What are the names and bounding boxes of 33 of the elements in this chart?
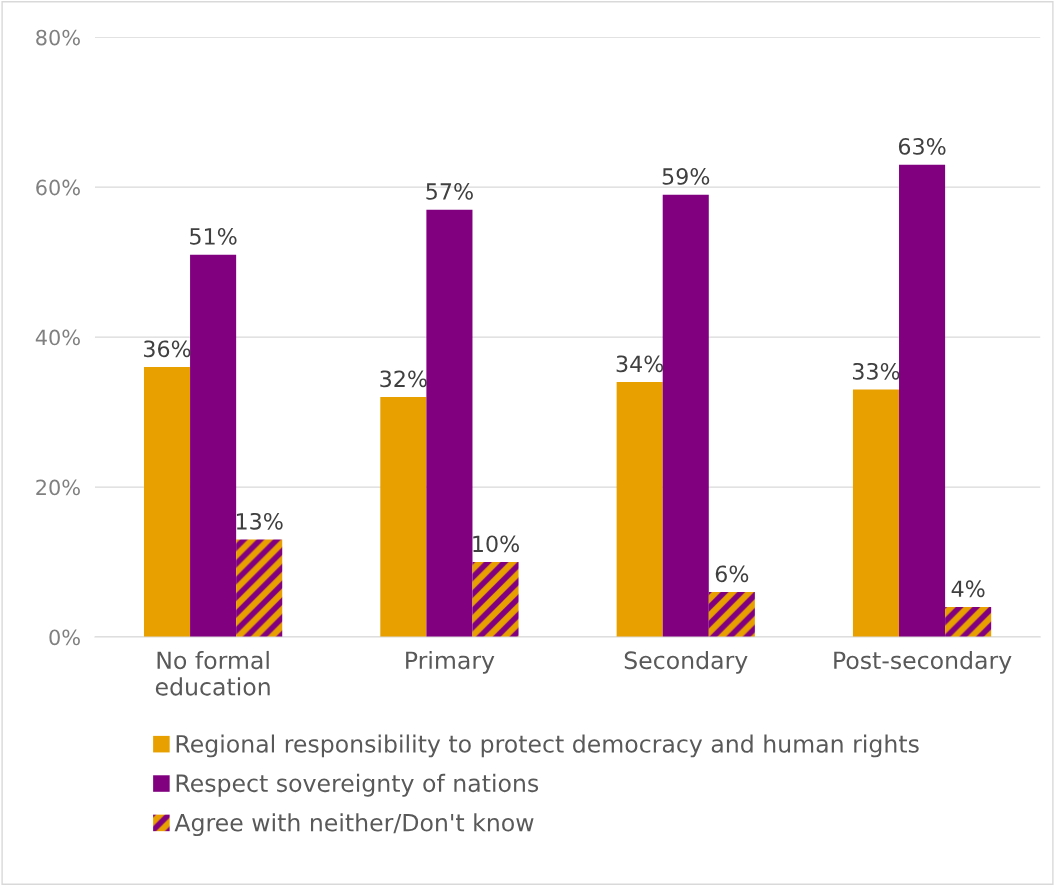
- data-label: 10%: [473, 535, 519, 553]
- bar: [945, 607, 992, 638]
- legend-label: Agree with neither/Don't know: [174, 813, 534, 837]
- data-label: 59%: [662, 168, 710, 185]
- bar: [852, 389, 900, 638]
- data-label: 57%: [426, 182, 473, 200]
- data-label: 51%: [190, 227, 237, 245]
- bar: [190, 254, 237, 638]
- bar: [708, 592, 755, 638]
- bar: [472, 562, 519, 638]
- bar: [143, 367, 191, 638]
- x-tick-label: Secondary: [624, 650, 748, 674]
- legend-label: Regional responsibility to protect democracy and human rights: [176, 734, 919, 758]
- y-tick-label: 80%: [36, 29, 80, 46]
- x-tick-label: No formal education: [155, 650, 270, 696]
- data-label: 63%: [898, 138, 946, 155]
- data-label: 13%: [236, 512, 283, 530]
- y-tick-label: 0%: [49, 629, 80, 646]
- data-label: 34%: [616, 355, 664, 373]
- y-tick-label: 60%: [36, 179, 80, 196]
- y-tick-label: 20%: [36, 479, 80, 496]
- bar: [236, 539, 283, 638]
- bar: [380, 397, 427, 638]
- y-tick-label: 40%: [35, 329, 80, 346]
- bar: [616, 382, 663, 638]
- bar: [662, 194, 709, 638]
- bar: [426, 209, 473, 638]
- x-tick-label: Primary: [406, 650, 495, 674]
- x-tick-label: Post-secondary: [834, 650, 1012, 674]
- legend-label: Respect sovereignty of nations: [176, 773, 539, 797]
- data-label: 6%: [715, 565, 749, 583]
- data-label: 4%: [951, 580, 985, 598]
- bar: [899, 164, 946, 638]
